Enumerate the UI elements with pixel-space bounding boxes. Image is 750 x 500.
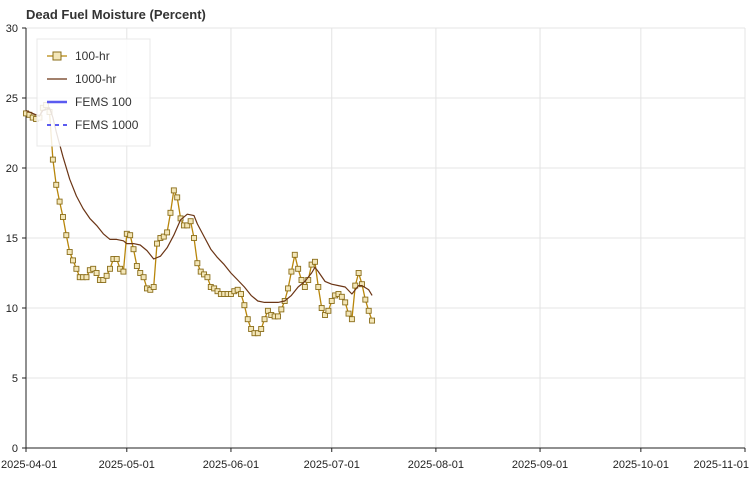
data-point — [49, 156, 56, 163]
data-point — [93, 270, 100, 276]
data-point — [103, 272, 110, 279]
data-point — [150, 284, 157, 290]
data-point — [107, 265, 113, 272]
data-point — [234, 286, 241, 293]
data-point — [160, 233, 167, 240]
data-point — [100, 277, 107, 283]
data-point — [278, 306, 285, 313]
data-point — [355, 270, 362, 276]
data-point — [120, 268, 127, 275]
x-tick-label: 2025-05-01 — [99, 459, 155, 471]
axes — [22, 27, 746, 452]
data-point — [187, 218, 194, 225]
data-point — [204, 274, 211, 281]
data-point — [194, 260, 201, 267]
data-point — [315, 284, 322, 290]
data-point — [113, 256, 120, 262]
y-tick-label: 15 — [6, 233, 18, 245]
legend-label: FEMS 1000 — [75, 118, 139, 132]
data-point — [345, 310, 352, 317]
data-point — [328, 298, 335, 304]
y-tick-labels: 0 5 10 15 20 25 30 — [6, 23, 18, 455]
data-point — [298, 277, 305, 283]
data-point — [365, 307, 372, 314]
data-point — [137, 270, 144, 276]
data-point — [66, 249, 73, 255]
data-point — [311, 258, 318, 265]
data-point — [338, 293, 345, 300]
data-point — [264, 307, 271, 314]
data-point — [174, 194, 181, 201]
data-point — [73, 265, 80, 272]
data-point — [325, 307, 332, 314]
data-point — [164, 229, 171, 236]
data-point — [348, 316, 355, 323]
x-tick-label: 2025-07-01 — [304, 459, 360, 471]
legend-label: FEMS 100 — [75, 95, 132, 109]
data-point — [342, 299, 349, 306]
legend-swatch-square — [52, 51, 62, 61]
series-line-1000-hr — [25, 107, 373, 303]
grid-lines — [26, 27, 746, 448]
y-tick-label: 30 — [6, 23, 18, 35]
data-point — [241, 302, 248, 309]
data-point — [258, 326, 265, 332]
data-point — [301, 284, 308, 290]
legend[interactable]: 100-hr 1000-hr FEMS 100 FEMS 1000 — [36, 38, 151, 147]
x-tick-label: 2025-10-01 — [613, 459, 669, 471]
data-point — [140, 274, 147, 281]
legend-label: 1000-hr — [75, 72, 116, 86]
data-point — [167, 209, 174, 216]
y-tick-label: 0 — [12, 443, 18, 455]
data-point — [248, 326, 255, 332]
data-point — [288, 268, 295, 275]
data-point — [291, 251, 298, 258]
data-point — [127, 232, 134, 239]
data-point — [285, 285, 292, 292]
data-point — [295, 265, 302, 272]
data-point — [191, 235, 197, 241]
data-point — [238, 291, 244, 297]
data-point — [254, 330, 261, 337]
y-tick-label: 5 — [12, 373, 18, 385]
data-point — [322, 312, 328, 318]
data-point — [184, 222, 191, 229]
data-point — [261, 316, 268, 323]
data-point — [318, 305, 325, 311]
y-tick-label: 10 — [6, 303, 18, 315]
data-point — [244, 316, 251, 323]
x-tick-label: 2025-04-01 — [1, 459, 57, 471]
data-point — [359, 281, 365, 288]
y-tick-label: 20 — [6, 163, 18, 175]
y-tick-label: 25 — [6, 93, 18, 105]
data-point — [369, 317, 376, 324]
data-point — [352, 282, 359, 289]
data-point — [83, 274, 90, 281]
data-point — [63, 232, 70, 239]
x-tick-labels: 2025-04-01 2025-05-01 2025-06-01 2025-07-01… — [1, 459, 749, 471]
series-layer — [23, 102, 376, 337]
data-point — [130, 246, 137, 253]
data-point — [53, 181, 60, 188]
data-point — [154, 240, 160, 247]
data-point — [90, 265, 97, 272]
x-tick-label: 2025-06-01 — [203, 459, 259, 471]
data-point — [133, 263, 140, 269]
data-point — [170, 187, 177, 194]
data-point — [60, 214, 66, 220]
x-tick-label: 2025-09-01 — [512, 459, 568, 471]
data-point — [362, 296, 369, 303]
x-tick-label: 2025-08-01 — [408, 459, 464, 471]
data-point — [70, 257, 76, 264]
data-point — [56, 198, 63, 205]
x-tick-label: 2025-11-01 — [694, 459, 749, 471]
legend-label: 100-hr — [75, 49, 110, 63]
data-point — [275, 313, 281, 320]
chart-title: Dead Fuel Moisture (Percent) — [26, 7, 206, 22]
